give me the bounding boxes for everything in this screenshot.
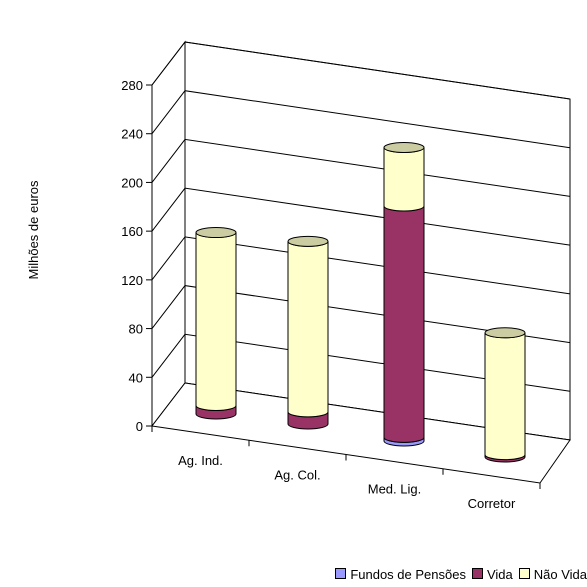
legend-label: Fundos de Pensões — [350, 567, 466, 582]
legend-swatch — [335, 568, 347, 579]
bar-stack — [383, 141, 425, 447]
bar-top-cap — [484, 327, 526, 339]
y-tick-label: 40 — [129, 370, 143, 385]
gridline — [151, 187, 571, 246]
y-tick-label: 240 — [121, 127, 143, 142]
bar-stack — [287, 235, 329, 430]
bar-segment — [383, 147, 425, 212]
legend-item: Não Vida — [518, 567, 587, 582]
bar-segment — [195, 232, 237, 411]
bar-segment — [287, 241, 329, 418]
gridline — [151, 333, 571, 392]
bar-segment — [383, 205, 425, 443]
gridline — [151, 90, 571, 149]
gridline — [151, 236, 571, 295]
legend-swatch — [518, 568, 530, 579]
legend-swatch — [471, 568, 483, 579]
y-axis-ticks: 0 40 80 120 160 200 240 280 — [121, 78, 152, 434]
legend-label: Não Vida — [533, 567, 587, 582]
chart-walls — [151, 40, 571, 441]
bar-stack — [195, 227, 237, 420]
x-tick-label: Corretor — [468, 496, 516, 511]
y-tick-label: 0 — [136, 419, 143, 434]
x-axis-ticks: Ag. Ind. Ag. Col. Med. Lig. Corretor — [151, 426, 541, 511]
bar-stack — [484, 327, 526, 463]
legend-item: Vida — [471, 567, 513, 582]
gridline — [151, 285, 571, 344]
legend-label: Vida — [486, 567, 513, 582]
y-tick-label: 280 — [121, 78, 143, 93]
bars — [195, 141, 526, 463]
x-tick-label: Ag. Ind. — [178, 453, 223, 468]
y-tick-label: 120 — [121, 273, 143, 288]
y-tick-label: 160 — [121, 224, 143, 239]
y-tick-label: 200 — [121, 175, 143, 190]
bar-segment — [484, 332, 526, 461]
left-wall — [151, 40, 186, 428]
legend-item: Fundos de Pensões — [335, 567, 466, 582]
x-tick-label: Med. Lig. — [368, 482, 421, 497]
gridline — [151, 41, 571, 100]
chart: 0 40 80 120 160 200 240 280 Ag. Ind. Ag. Col. Med… — [26, 40, 571, 511]
gridline — [151, 138, 571, 197]
floor-plane — [151, 382, 571, 484]
bar-top-cap — [287, 235, 329, 247]
y-tick-label: 80 — [129, 322, 143, 337]
bar-top-cap — [195, 227, 237, 239]
y-axis-title: Milhões de euros — [26, 180, 41, 279]
legend: Fundos de Pensões Vida Não Vida — [0, 567, 587, 582]
x-tick-label: Ag. Col. — [274, 467, 320, 482]
bar-top-cap — [383, 141, 425, 153]
chart-floor — [151, 382, 571, 484]
